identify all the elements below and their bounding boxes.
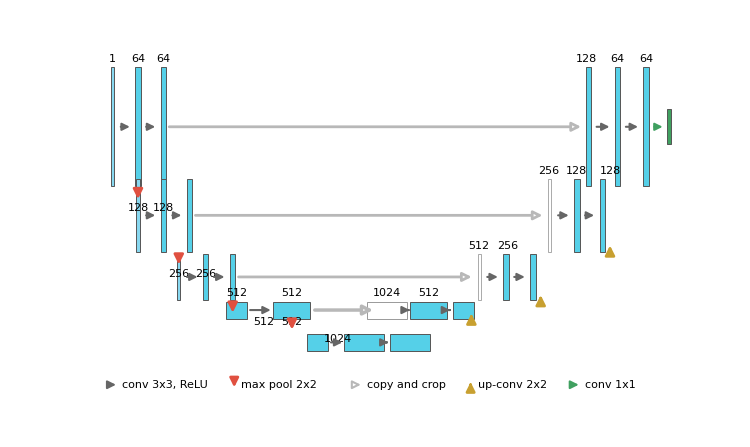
Bar	[177, 254, 180, 300]
Text: 64: 64	[131, 54, 145, 64]
Bar	[644, 67, 649, 186]
Text: max pool 2x2: max pool 2x2	[242, 380, 317, 390]
Text: 128: 128	[566, 166, 587, 176]
Bar	[390, 334, 430, 351]
Bar	[586, 67, 591, 186]
Bar	[226, 302, 248, 319]
Bar	[503, 254, 509, 300]
Bar	[548, 179, 551, 252]
Text: conv 1x1: conv 1x1	[584, 380, 635, 390]
Bar	[203, 254, 208, 300]
Text: 128: 128	[599, 166, 620, 176]
Bar	[187, 179, 192, 252]
Text: 512: 512	[281, 288, 302, 299]
Text: 256: 256	[195, 269, 216, 279]
Text: 512: 512	[281, 317, 302, 327]
Text: 512: 512	[469, 241, 490, 251]
Text: 1: 1	[109, 54, 116, 64]
Bar	[135, 67, 141, 186]
Bar	[478, 254, 481, 300]
Text: 128: 128	[576, 54, 598, 64]
Text: copy and crop: copy and crop	[367, 380, 446, 390]
Text: conv 3x3, ReLU: conv 3x3, ReLU	[122, 380, 208, 390]
Bar	[410, 302, 447, 319]
Bar	[111, 67, 114, 186]
Text: 128: 128	[153, 203, 174, 213]
Text: 64: 64	[639, 54, 653, 64]
Text: 64: 64	[156, 54, 170, 64]
Bar	[160, 67, 166, 186]
Text: 512: 512	[226, 288, 247, 299]
Bar	[599, 179, 605, 252]
Text: 64: 64	[610, 54, 625, 64]
Bar	[274, 302, 310, 319]
Bar	[136, 179, 140, 252]
Text: 1024: 1024	[324, 334, 352, 344]
Text: 512: 512	[418, 288, 439, 299]
Text: 256: 256	[168, 269, 189, 279]
Bar	[367, 302, 407, 319]
Text: 512: 512	[253, 317, 274, 327]
Text: 1024: 1024	[373, 288, 400, 299]
Text: up-conv 2x2: up-conv 2x2	[478, 380, 547, 390]
Bar	[344, 334, 383, 351]
Bar	[668, 110, 671, 144]
Bar	[307, 334, 328, 351]
Bar	[160, 179, 166, 252]
Bar	[574, 179, 580, 252]
Text: 128: 128	[128, 203, 148, 213]
Bar	[530, 254, 536, 300]
Text: 256: 256	[538, 166, 559, 176]
Bar	[230, 254, 236, 300]
Bar	[453, 302, 475, 319]
Text: 256: 256	[497, 241, 518, 251]
Bar	[615, 67, 620, 186]
